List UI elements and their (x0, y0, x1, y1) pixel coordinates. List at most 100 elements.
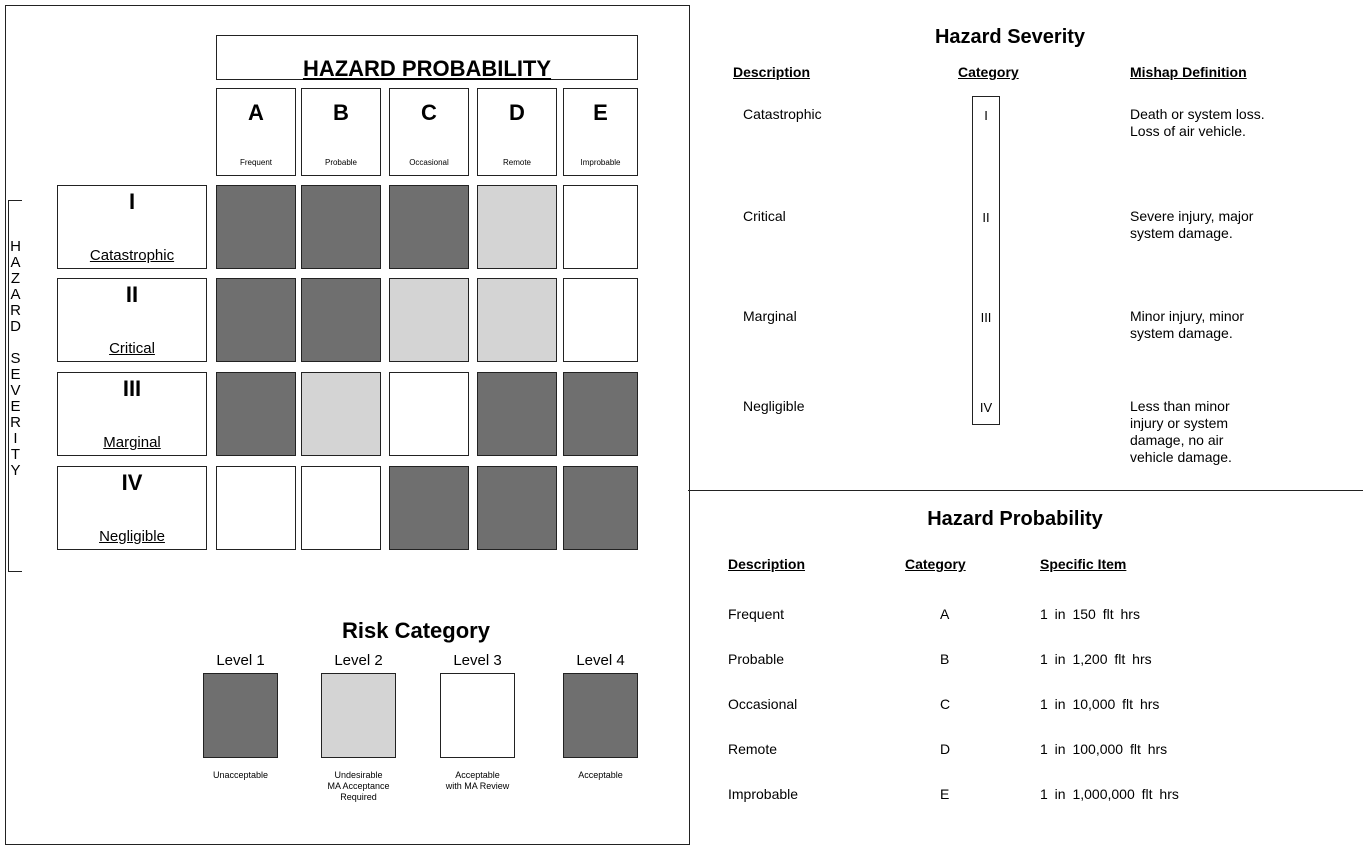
row-header (57, 278, 207, 362)
risk-cell (563, 372, 638, 456)
level-swatch (440, 673, 515, 758)
probability-category: A (940, 606, 950, 622)
column-letter: A (248, 100, 264, 125)
severity-header: Description (733, 64, 811, 80)
probability-header: Description (728, 556, 806, 572)
mishap-definition: damage, no air (1130, 432, 1224, 448)
risk-cell (216, 185, 296, 269)
row-label: Marginal (103, 434, 161, 451)
row-header (57, 372, 207, 456)
level-swatch (321, 673, 396, 758)
severity-category: I (984, 108, 988, 123)
risk-title: Risk Category (342, 618, 490, 643)
severity-description: Catastrophic (743, 106, 822, 122)
column-label: Improbable (580, 158, 621, 167)
column-header (216, 88, 296, 176)
level-description: with MA Review (445, 781, 510, 791)
severity-category: III (980, 310, 992, 325)
probability-item: 1 in 1,000,000 flt hrs (1040, 786, 1179, 802)
probability-title: Hazard Probability (927, 508, 1103, 530)
probability-item: 1 in 150 flt hrs (1040, 606, 1140, 622)
risk-cell (389, 372, 469, 456)
severity-header: Mishap Definition (1130, 64, 1247, 80)
row-numeral: I (128, 189, 136, 214)
level-swatch (203, 673, 278, 758)
row-header (57, 185, 207, 269)
severity-title: Hazard Severity (934, 26, 1086, 48)
level-description: Acceptable (578, 770, 623, 780)
level-description: Acceptable (455, 770, 500, 780)
row-header (57, 466, 207, 550)
severity-description: Negligible (743, 398, 805, 414)
probability-header-box (216, 35, 638, 80)
column-header (477, 88, 557, 176)
probability-description: Probable (728, 651, 785, 667)
risk-cell (477, 185, 557, 269)
severity-header: Category (958, 64, 1019, 80)
probability-category: C (940, 696, 951, 712)
severity-description: Critical (743, 208, 786, 224)
matrix-title: HAZARD PROBABILITY (302, 56, 552, 81)
probability-description: Occasional (728, 696, 798, 712)
probability-description: Improbable (728, 786, 799, 802)
side-label-box (8, 200, 22, 572)
severity-category: II (982, 210, 990, 225)
side-label: HAZARD SEVERITY (7, 238, 24, 478)
row-label: Catastrophic (89, 247, 175, 264)
column-letter: E (593, 100, 608, 125)
level-description: Unacceptable (212, 770, 269, 780)
probability-description: Remote (728, 741, 778, 757)
column-label: Frequent (239, 158, 273, 167)
risk-cell (477, 278, 557, 362)
risk-cell (216, 278, 296, 362)
mishap-definition: Severe injury, major (1130, 208, 1254, 224)
column-header (563, 88, 638, 176)
severity-category: IV (979, 400, 993, 415)
severity-description: Marginal (743, 308, 797, 324)
mishap-definition: system damage. (1130, 325, 1233, 341)
level-name: Level 1 (216, 652, 265, 669)
column-letter: C (421, 100, 437, 125)
level-description: Required (340, 792, 377, 802)
risk-cell (389, 185, 469, 269)
level-name: Level 3 (453, 652, 502, 669)
level-description: Undesirable (334, 770, 383, 780)
row-numeral: II (125, 282, 139, 307)
probability-item: 1 in 10,000 flt hrs (1040, 696, 1160, 712)
risk-cell (477, 466, 557, 550)
mishap-definition: Loss of air vehicle. (1130, 123, 1246, 139)
column-label: Probable (324, 158, 358, 167)
probability-description: Frequent (728, 606, 785, 622)
level-name: Level 4 (576, 652, 625, 669)
risk-cell (389, 278, 469, 362)
severity-category-box (972, 96, 1000, 425)
level-name: Level 2 (334, 652, 383, 669)
probability-category: E (940, 786, 950, 802)
row-numeral: III (122, 376, 142, 401)
column-letter: B (333, 100, 349, 125)
column-label: Remote (502, 158, 531, 167)
row-label: Critical (109, 340, 155, 357)
risk-cell (301, 278, 381, 362)
column-header (389, 88, 469, 176)
risk-cell (216, 466, 296, 550)
mishap-definition: Minor injury, minor (1130, 308, 1245, 324)
mishap-definition: injury or system (1130, 415, 1229, 431)
column-header (301, 88, 381, 176)
column-label: Occasional (409, 158, 449, 167)
probability-item: 1 in 100,000 flt hrs (1040, 741, 1168, 757)
row-numeral: IV (121, 470, 143, 495)
risk-cell (389, 466, 469, 550)
probability-header: Category (905, 556, 966, 572)
probability-header: Specific Item (1040, 556, 1127, 572)
mishap-definition: Less than minor (1130, 398, 1230, 414)
probability-item: 1 in 1,200 flt hrs (1040, 651, 1152, 667)
risk-cell (216, 372, 296, 456)
risk-cell (477, 372, 557, 456)
risk-cell (563, 278, 638, 362)
risk-cell (563, 466, 638, 550)
row-label: Negligible (99, 528, 165, 545)
mishap-definition: system damage. (1130, 225, 1233, 241)
risk-cell (301, 466, 381, 550)
risk-cell (563, 185, 638, 269)
